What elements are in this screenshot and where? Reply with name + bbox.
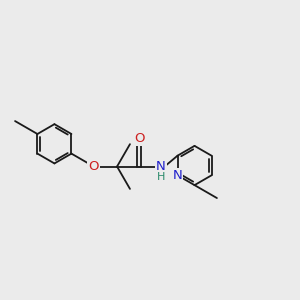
Text: N: N xyxy=(173,169,182,182)
Text: O: O xyxy=(88,160,99,173)
Text: N: N xyxy=(156,160,166,173)
Text: H: H xyxy=(157,172,165,182)
Text: O: O xyxy=(134,132,144,145)
